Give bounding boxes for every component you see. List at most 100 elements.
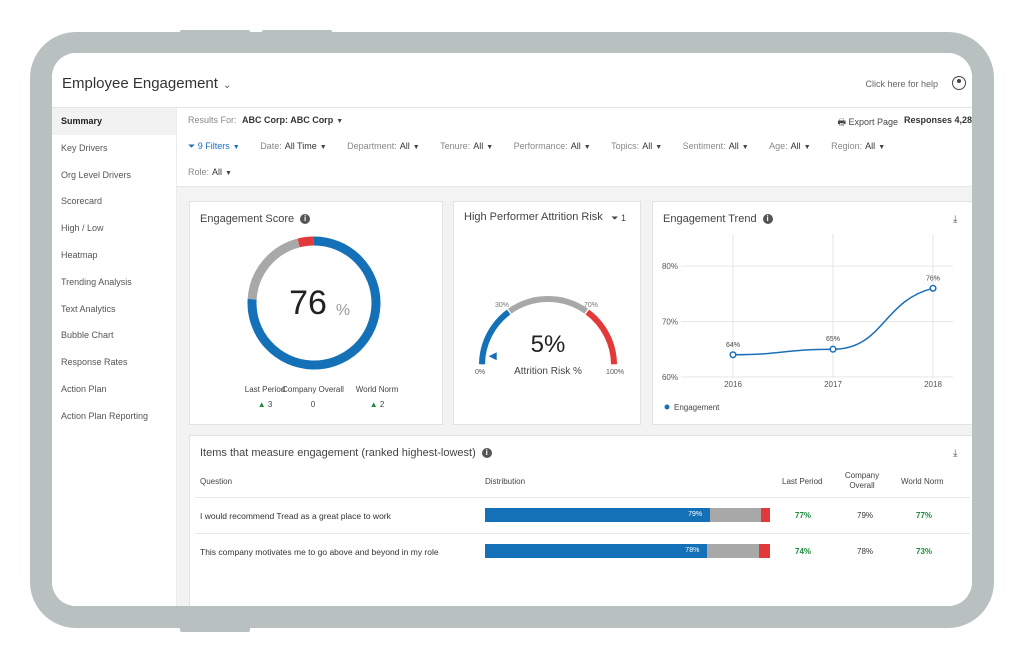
filter-label: Date: [260, 141, 282, 151]
tablet-button [262, 30, 332, 38]
info-icon[interactable]: i [300, 214, 311, 224]
tablet-button [180, 30, 250, 38]
filter-tenure[interactable]: Tenure: All ▼ [440, 141, 493, 151]
engagement-trend-title: Engagement Trend i [663, 213, 773, 225]
help-link[interactable]: Click here for help [865, 79, 938, 89]
filter-topics[interactable]: Topics: All ▼ [611, 141, 662, 151]
filter-role[interactable]: Role: All ▼ [188, 167, 232, 177]
y-tick-label: 70% [662, 318, 678, 327]
app-title: Employee Engagement [62, 75, 218, 92]
filter-label: Age: [769, 141, 788, 151]
sidebar-item-scorecard[interactable]: Scorecard [61, 196, 103, 207]
question-text: I would recommend Tread as a great place… [200, 511, 391, 521]
funnel-icon: ⏷ [188, 141, 196, 151]
filter-label: Performance: [513, 141, 568, 151]
printer-icon: 🖶 [837, 117, 846, 127]
attrition-risk-card: High Performer Attrition Risk ⏷ 1 0% 30%… [453, 201, 641, 425]
sidebar-item-summary[interactable]: Summary [52, 108, 176, 135]
gauge-high-arc [585, 309, 617, 365]
sidebar-item-response-rates[interactable]: Response Rates [61, 357, 128, 368]
filter-sentiment[interactable]: Sentiment: All ▼ [683, 141, 749, 151]
chevron-down-icon: ▼ [741, 144, 749, 151]
col-last-period: Last Period [782, 477, 823, 486]
chevron-down-icon: ⌄ [222, 80, 232, 91]
user-icon[interactable] [952, 76, 966, 90]
filter-value: All Time [284, 141, 317, 151]
filter-age[interactable]: Age: All ▼ [769, 141, 810, 151]
chevron-down-icon: ▼ [655, 144, 663, 151]
filter-label: Region: [831, 141, 863, 151]
sidebar-item-org-level-drivers[interactable]: Org Level Drivers [61, 169, 132, 180]
filter-bar: Results For: ABC Corp: ABC Corp ▼ 🖶 Expor… [177, 108, 972, 187]
y-tick-label: 80% [662, 262, 678, 271]
engagement-trend-card: Engagement Trend i ⤓ 60% 70% 80% 2016 2017 201… [652, 201, 972, 425]
results-for-label: Results For: [188, 115, 237, 125]
sidebar-item-heatmap[interactable]: Heatmap [61, 249, 98, 260]
sidebar-item-key-drivers[interactable]: Key Drivers [61, 142, 108, 153]
chevron-down-icon: ▼ [412, 144, 420, 151]
gauge-label-30: 30% [495, 302, 509, 309]
attrition-filter-indicator[interactable]: ⏷ 1 [611, 213, 626, 224]
world-norm-value: 77% [916, 511, 933, 520]
chevron-down-icon: ▼ [583, 144, 591, 151]
app-screen: Employee Engagement ⌄ Click here for help… [52, 53, 972, 606]
up-arrow-icon: ▲ [369, 400, 378, 409]
filter-date[interactable]: Date: All Time ▼ [260, 141, 326, 151]
engagement-score-value: 76 [289, 284, 327, 322]
items-title: Items that measure engagement (ranked hi… [200, 447, 492, 459]
stat-label: World Norm [355, 385, 399, 394]
chevron-down-icon: ▼ [803, 144, 811, 151]
engagement-score-card: Engagement Score i 76 % Last Period ▲ 3 C… [189, 201, 443, 425]
info-icon[interactable]: i [762, 214, 773, 224]
ring-favorable-arc [247, 236, 381, 370]
company-overall-value: 78% [857, 547, 874, 556]
x-tick-label: 2016 [724, 380, 742, 389]
filter-value: All [473, 141, 484, 151]
sidebar-item-action-plan-reporting[interactable]: Action Plan Reporting [61, 410, 149, 421]
attrition-title: High Performer Attrition Risk [464, 211, 603, 223]
chevron-down-icon: ▼ [319, 144, 327, 151]
filters-toggle[interactable]: ⏷ 9 Filters ▼ [188, 141, 240, 152]
ring-neutral-arc [247, 238, 300, 300]
main-content: Results For: ABC Corp: ABC Corp ▼ 🖶 Expor… [177, 108, 972, 606]
table-row[interactable]: I would recommend Tread as a great place… [195, 497, 970, 533]
gauge-label-0: 0% [475, 369, 485, 376]
filter-value: All [212, 167, 223, 177]
download-icon[interactable]: ⤓ [953, 214, 958, 225]
col-company-overall: Company Overall [844, 471, 880, 490]
filter-value: All [728, 141, 739, 151]
sidebar-item-trending-analysis[interactable]: Trending Analysis [61, 276, 132, 287]
export-page-label: Export Page [848, 117, 898, 127]
legend-label: Engagement [674, 403, 720, 412]
stat-value: 2 [379, 400, 385, 409]
results-for-selector[interactable]: Results For: ABC Corp: ABC Corp ▼ [188, 115, 343, 125]
stat-company-overall: Company Overall 0 [278, 385, 348, 409]
unfavorable-segment [761, 508, 770, 522]
distribution-bar: 78% [485, 544, 770, 558]
filter-value: All [570, 141, 581, 151]
ring-unfavorable-arc [297, 236, 315, 248]
filter-region[interactable]: Region: All ▼ [831, 141, 885, 151]
stat-label: Last Period [244, 385, 286, 394]
sidebar-item-bubble-chart[interactable]: Bubble Chart [61, 330, 114, 341]
gauge-label-100: 100% [606, 369, 624, 376]
x-tick-label: 2017 [824, 380, 842, 389]
info-icon[interactable]: i [481, 448, 492, 458]
app-title-dropdown[interactable]: Employee Engagement ⌄ [62, 75, 231, 92]
export-page-button[interactable]: 🖶 Export Page [837, 115, 898, 131]
chevron-down-icon: ▼ [878, 144, 886, 151]
sidebar-item-text-analytics[interactable]: Text Analytics [61, 303, 116, 314]
company-overall-value: 79% [857, 511, 874, 520]
data-point [729, 351, 737, 359]
gauge-label-70: 70% [584, 302, 598, 309]
stat-label: Company Overall [282, 385, 344, 394]
filters-count-label: 9 Filters [197, 141, 230, 151]
sidebar-item-high-low[interactable]: High / Low [61, 223, 104, 234]
download-icon[interactable]: ⤓ [953, 448, 958, 459]
table-row[interactable]: This company motivates me to go above an… [195, 533, 970, 569]
data-label: 65% [826, 336, 840, 343]
sidebar-item-action-plan[interactable]: Action Plan [61, 383, 107, 394]
filter-performance[interactable]: Performance: All ▼ [514, 141, 591, 151]
unfavorable-segment [758, 544, 770, 558]
filter-department[interactable]: Department: All ▼ [347, 141, 419, 151]
